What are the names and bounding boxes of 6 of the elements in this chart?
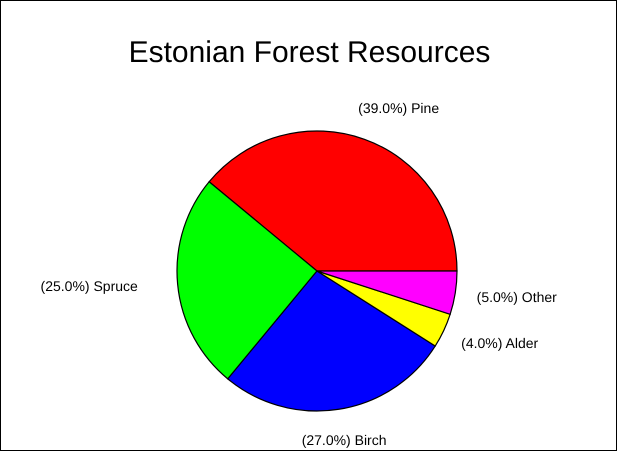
slice-label: (4.0%) Alder [461, 335, 539, 352]
slice-label: (39.0%) Pine [358, 100, 440, 116]
slice-label: (5.0%) Other [476, 288, 558, 305]
slice-label: (25.0%) Spruce [40, 278, 138, 294]
slice-label: (27.0%) Birch [302, 432, 387, 448]
chart-title: Estonian Forest Resources [128, 36, 490, 69]
